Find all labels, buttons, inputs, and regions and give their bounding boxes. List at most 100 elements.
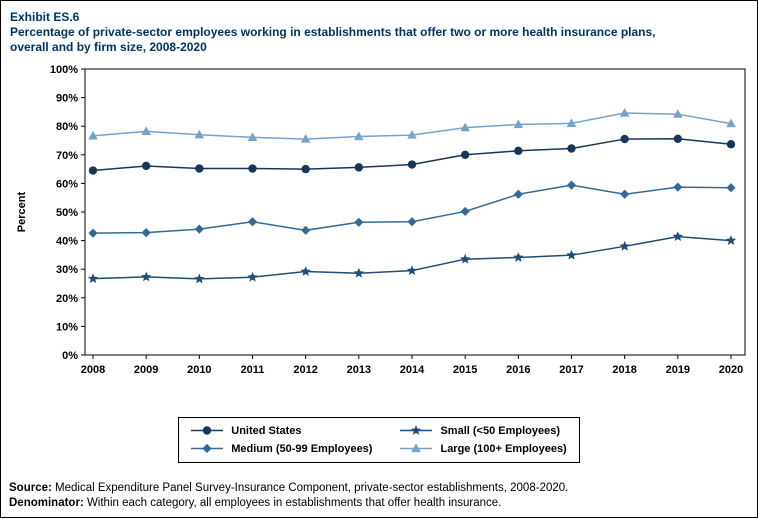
star-marker-icon xyxy=(400,425,433,435)
circle-marker-icon xyxy=(301,164,310,174)
triangle-marker-icon xyxy=(141,126,151,135)
y-tick-label: 50% xyxy=(56,207,78,219)
diamond-marker-icon xyxy=(194,224,204,234)
star-marker-icon xyxy=(194,273,205,284)
star-marker-icon xyxy=(300,266,311,276)
x-tick-label: 2008 xyxy=(81,364,105,376)
x-tick-label: 2014 xyxy=(400,364,425,376)
x-tick-label: 2009 xyxy=(134,364,158,376)
triangle-marker-icon xyxy=(726,118,736,128)
line-chart: 0%10%20%30%40%50%60%70%80%90%100%2008 200… xyxy=(16,64,746,376)
x-tick-label: 2019 xyxy=(666,364,690,376)
circle-marker-icon xyxy=(460,150,470,159)
diamond-marker-icon xyxy=(191,443,224,454)
star-marker-icon xyxy=(87,273,99,284)
series-small-50-employees xyxy=(87,231,737,284)
series-united-states xyxy=(88,134,736,175)
chart-title-line-1: Percentage of private-sector employees w… xyxy=(10,25,656,39)
star-marker-icon xyxy=(411,425,422,435)
source-label: Source: xyxy=(9,482,52,494)
circle-marker-icon xyxy=(191,426,224,435)
diamond-marker-icon xyxy=(301,225,311,235)
star-marker-icon xyxy=(247,271,258,282)
triangle-marker-icon xyxy=(566,118,577,127)
triangle-marker-icon xyxy=(247,132,258,141)
x-tick-label: 2013 xyxy=(347,364,371,376)
diamond-marker-icon xyxy=(247,217,258,227)
series-large-100-employees xyxy=(88,108,736,143)
star-marker-icon xyxy=(406,265,418,275)
triangle-marker-icon xyxy=(88,130,98,140)
circle-marker-icon xyxy=(407,160,417,169)
denominator-label: Denominator: xyxy=(9,497,84,509)
y-tick-label: 0% xyxy=(62,350,78,362)
y-tick-label: 40% xyxy=(56,236,78,248)
x-tick-label: 2010 xyxy=(187,364,211,376)
legend-label-small: Small (<50 Employees) xyxy=(440,424,560,437)
triangle-marker-icon xyxy=(411,443,422,453)
triangle-marker-icon xyxy=(673,109,683,118)
circle-marker-icon xyxy=(726,140,736,149)
circle-marker-icon xyxy=(514,146,523,155)
triangle-marker-icon xyxy=(407,130,417,139)
chart-header: Exhibit ES.6 Percentage of private-secto… xyxy=(1,1,757,55)
y-axis-title: Percent xyxy=(16,191,28,232)
exhibit-label: Exhibit ES.6 xyxy=(10,10,80,24)
source-note: Source: Medical Expenditure Panel Survey… xyxy=(9,481,757,496)
circle-marker-icon xyxy=(203,426,212,435)
legend-item-united-states: United States xyxy=(189,423,372,438)
star-marker-icon xyxy=(566,249,577,260)
y-tick-label: 10% xyxy=(56,321,78,333)
y-tick-label: 30% xyxy=(56,264,78,276)
circle-marker-icon xyxy=(141,161,151,171)
denominator-text: Within each category, all employees in e… xyxy=(83,497,502,509)
legend-item-large: Large (100+ Employees) xyxy=(398,441,567,456)
circle-marker-icon xyxy=(620,134,629,144)
diamond-marker-icon xyxy=(88,228,98,238)
diamond-marker-icon xyxy=(354,217,364,227)
circle-marker-icon xyxy=(88,166,98,175)
circle-marker-icon xyxy=(567,144,576,153)
legend-label-united-states: United States xyxy=(231,424,302,437)
legend-label-large: Large (100+ Employees) xyxy=(440,442,567,455)
star-marker-icon xyxy=(141,271,152,282)
triangle-marker-icon xyxy=(300,134,311,143)
x-tick-label: 2017 xyxy=(559,364,583,376)
x-tick-label: 2018 xyxy=(612,364,636,376)
diamond-marker-icon xyxy=(202,443,212,454)
y-tick-label: 70% xyxy=(56,150,78,162)
x-tick-label: 2016 xyxy=(506,364,530,376)
y-tick-label: 80% xyxy=(56,121,78,133)
chart-title-line-2: overall and by firm size, 2008-2020 xyxy=(10,40,207,54)
diamond-marker-icon xyxy=(141,227,151,238)
denominator-note: Denominator: Within each category, all e… xyxy=(9,496,757,511)
y-tick-label: 90% xyxy=(56,93,78,105)
star-marker-icon xyxy=(353,267,364,278)
star-marker-icon xyxy=(725,235,737,245)
legend-item-medium: Medium (50-99 Employees) xyxy=(189,441,372,456)
diamond-marker-icon xyxy=(673,182,683,192)
triangle-marker-icon xyxy=(619,108,630,117)
diamond-marker-icon xyxy=(460,206,470,217)
x-tick-label: 2020 xyxy=(719,364,743,376)
diamond-marker-icon xyxy=(513,189,523,199)
circle-marker-icon xyxy=(248,164,257,173)
y-tick-label: 60% xyxy=(56,178,78,190)
triangle-marker-icon xyxy=(400,443,433,453)
diamond-marker-icon xyxy=(620,189,630,199)
circle-marker-icon xyxy=(673,134,683,143)
diamond-marker-icon xyxy=(407,217,417,227)
triangle-marker-icon xyxy=(513,119,524,129)
star-marker-icon xyxy=(619,240,630,251)
diamond-marker-icon xyxy=(566,180,577,190)
plot-border xyxy=(84,68,746,356)
circle-marker-icon xyxy=(354,163,364,172)
footnotes: Source: Medical Expenditure Panel Survey… xyxy=(9,481,757,511)
series-medium-50-99-employees xyxy=(88,180,736,238)
legend-label-medium: Medium (50-99 Employees) xyxy=(231,442,373,455)
circle-marker-icon xyxy=(195,164,204,173)
legend-item-small: Small (<50 Employees) xyxy=(398,423,566,438)
triangle-marker-icon xyxy=(194,129,205,139)
triangle-marker-icon xyxy=(354,131,364,141)
